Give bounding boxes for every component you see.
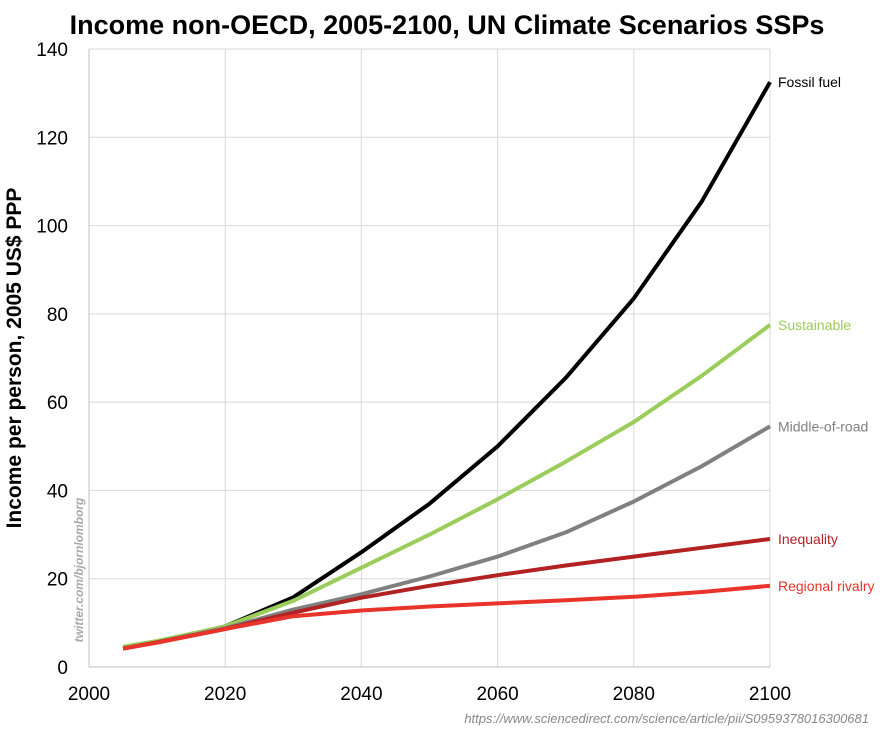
x-tick-label: 2000 <box>68 684 110 705</box>
series-label-regional-rivalry: Regional rivalry <box>778 578 874 594</box>
y-tick-label: 20 <box>47 570 68 591</box>
watermark-text: twitter.com/bjornlomborg <box>72 497 86 642</box>
series-label-fossil-fuel: Fossil fuel <box>778 74 841 90</box>
x-tick-label: 2100 <box>749 684 791 705</box>
x-axis-ticks: 2000 2020 2040 2060 2080 2100 <box>68 684 791 705</box>
y-tick-label: 60 <box>47 393 68 414</box>
series-label-inequality: Inequality <box>778 531 838 547</box>
series-line-middle-of-road <box>122 424 772 651</box>
x-tick-label: 2060 <box>476 684 518 705</box>
y-tick-label: 80 <box>47 305 68 326</box>
y-tick-label: 120 <box>36 128 68 149</box>
source-url: https://www.sciencedirect.com/science/ar… <box>464 711 869 726</box>
y-tick-label: 140 <box>36 40 68 61</box>
x-tick-label: 2080 <box>613 684 655 705</box>
x-tick-label: 2040 <box>340 684 382 705</box>
axes <box>88 49 770 668</box>
series-label-middle-of-road: Middle-of-road <box>778 418 868 434</box>
gridlines <box>89 48 771 667</box>
series-line-sustainable <box>122 323 772 649</box>
y-axis-ticks: 0 20 40 60 80 100 120 140 <box>36 40 68 679</box>
y-tick-label: 100 <box>36 217 68 238</box>
series-lines <box>122 81 772 651</box>
series-line-fossil-fuel <box>122 81 772 651</box>
series-label-sustainable: Sustainable <box>778 317 851 333</box>
y-tick-label: 0 <box>57 658 68 679</box>
series-labels: Fossil fuel Sustainable Middle-of-road Ineq… <box>778 74 874 594</box>
series-line-regional-rivalry <box>122 583 771 651</box>
y-tick-label: 40 <box>47 481 68 502</box>
x-tick-label: 2020 <box>204 684 246 705</box>
chart-title: Income non-OECD, 2005-2100, UN Climate S… <box>70 10 825 40</box>
y-axis-label: Income per person, 2005 US$ PPP <box>3 188 26 529</box>
